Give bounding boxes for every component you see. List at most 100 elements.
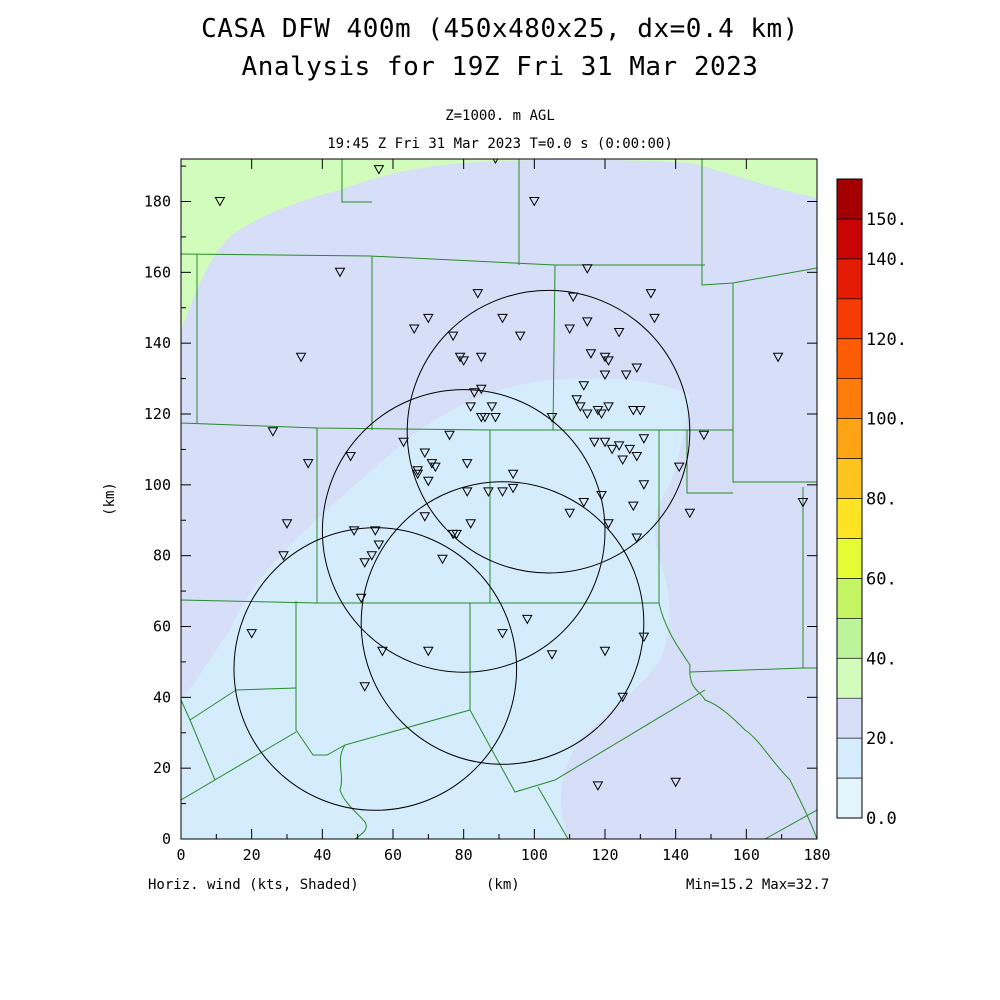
station-marker xyxy=(578,381,590,391)
station-marker xyxy=(603,402,614,412)
station-marker xyxy=(359,682,371,692)
x-axis: 0 20 40 60 80 100 120 140 160 180 xyxy=(176,159,831,864)
colorbar-label: 20. xyxy=(866,729,897,749)
colorbar-bin xyxy=(836,538,863,579)
y-axis: 0 20 40 60 80 100 120 140 160 180 xyxy=(144,165,817,848)
station-marker xyxy=(430,462,441,473)
station-marker xyxy=(334,267,346,278)
y-axis-label: (km) xyxy=(102,482,118,516)
y-tick-label: 80 xyxy=(153,547,171,565)
station-marker xyxy=(546,650,558,660)
station-marker xyxy=(278,551,289,561)
station-marker xyxy=(521,614,533,625)
station-marker xyxy=(631,533,643,544)
y-tick-label: 40 xyxy=(153,688,171,706)
station-marker xyxy=(359,558,371,568)
station-marker xyxy=(634,406,646,416)
x-tick-label: 140 xyxy=(662,846,689,864)
colorbar-label: 60. xyxy=(866,569,897,589)
station-marker xyxy=(475,352,487,363)
station-marker xyxy=(461,459,473,469)
colorbar-bin xyxy=(836,418,863,459)
station-marker xyxy=(461,487,473,497)
station-markers xyxy=(214,159,809,791)
wind-band-30-40 xyxy=(181,159,817,330)
station-marker xyxy=(373,540,385,551)
station-marker xyxy=(348,526,360,536)
station-marker xyxy=(422,646,434,657)
x-tick-label: 60 xyxy=(384,846,402,864)
station-marker xyxy=(617,455,629,466)
station-marker xyxy=(638,434,650,444)
colorbar-frame xyxy=(836,178,863,819)
station-marker xyxy=(772,352,784,363)
colorbar-bin xyxy=(836,657,863,699)
x-tick-label: 0 xyxy=(176,846,185,864)
station-marker xyxy=(514,331,526,342)
colorbar-bin xyxy=(836,697,863,739)
y-tick-label: 140 xyxy=(144,334,171,352)
station-marker xyxy=(408,324,420,335)
station-marker xyxy=(281,519,293,529)
y-tick-label: 160 xyxy=(144,263,171,281)
station-marker xyxy=(412,469,424,480)
station-marker xyxy=(422,313,434,324)
station-marker xyxy=(592,781,604,791)
station-marker xyxy=(507,483,519,494)
station-marker xyxy=(673,462,685,473)
chart-title: CASA DFW 400m (450x480x25, dx=0.4 km) xyxy=(201,14,799,44)
station-marker xyxy=(638,632,650,643)
station-marker xyxy=(599,646,611,657)
station-marker xyxy=(649,313,660,324)
station-marker xyxy=(603,519,614,529)
station-marker xyxy=(564,508,576,519)
station-marker xyxy=(599,437,611,448)
county-boundaries xyxy=(181,159,817,839)
station-marker xyxy=(472,289,484,299)
colorbar-bin xyxy=(836,578,863,619)
station-marker xyxy=(589,437,600,448)
station-marker xyxy=(606,444,618,455)
station-marker xyxy=(451,529,462,540)
x-tick-label: 20 xyxy=(243,846,261,864)
valid-time-label: 19:45 Z Fri 31 Mar 2023 T=0.0 s (0:00:00… xyxy=(327,136,673,152)
station-marker xyxy=(564,324,576,335)
station-marker xyxy=(627,406,639,416)
colorbar-bin xyxy=(836,338,863,379)
station-marker xyxy=(366,551,378,561)
y-tick-label: 100 xyxy=(144,476,171,494)
radar-ring-2 xyxy=(321,389,606,673)
colorbar: 0.0 20. 40. 60. 80. 100. 120. 140. 150. xyxy=(836,178,907,829)
station-marker xyxy=(447,331,459,342)
station-marker xyxy=(369,526,381,536)
station-marker xyxy=(645,289,657,299)
shaded-wind-field xyxy=(181,159,817,839)
station-marker xyxy=(546,413,558,423)
station-marker xyxy=(267,427,279,437)
colorbar-bin xyxy=(836,218,863,260)
y-tick-label: 120 xyxy=(144,405,171,423)
station-marker xyxy=(345,452,356,462)
station-marker xyxy=(596,409,607,420)
station-marker xyxy=(419,512,431,522)
x-tick-label: 80 xyxy=(455,846,473,864)
station-marker xyxy=(571,395,583,405)
station-marker xyxy=(479,413,491,423)
colorbar-label: 80. xyxy=(866,490,897,510)
y-tick-label: 180 xyxy=(144,193,171,211)
station-marker xyxy=(574,402,586,412)
station-marker xyxy=(465,519,477,529)
y-tick-label: 20 xyxy=(153,759,171,777)
station-marker xyxy=(398,437,409,448)
station-marker xyxy=(468,388,480,398)
station-marker xyxy=(419,448,431,459)
station-marker xyxy=(437,554,448,565)
station-marker xyxy=(377,646,388,657)
station-marker xyxy=(698,430,710,441)
station-marker xyxy=(528,197,540,207)
colorbar-bin xyxy=(836,617,863,659)
colorbar-label: 40. xyxy=(866,649,897,669)
station-marker xyxy=(497,629,508,639)
station-marker xyxy=(497,487,508,497)
